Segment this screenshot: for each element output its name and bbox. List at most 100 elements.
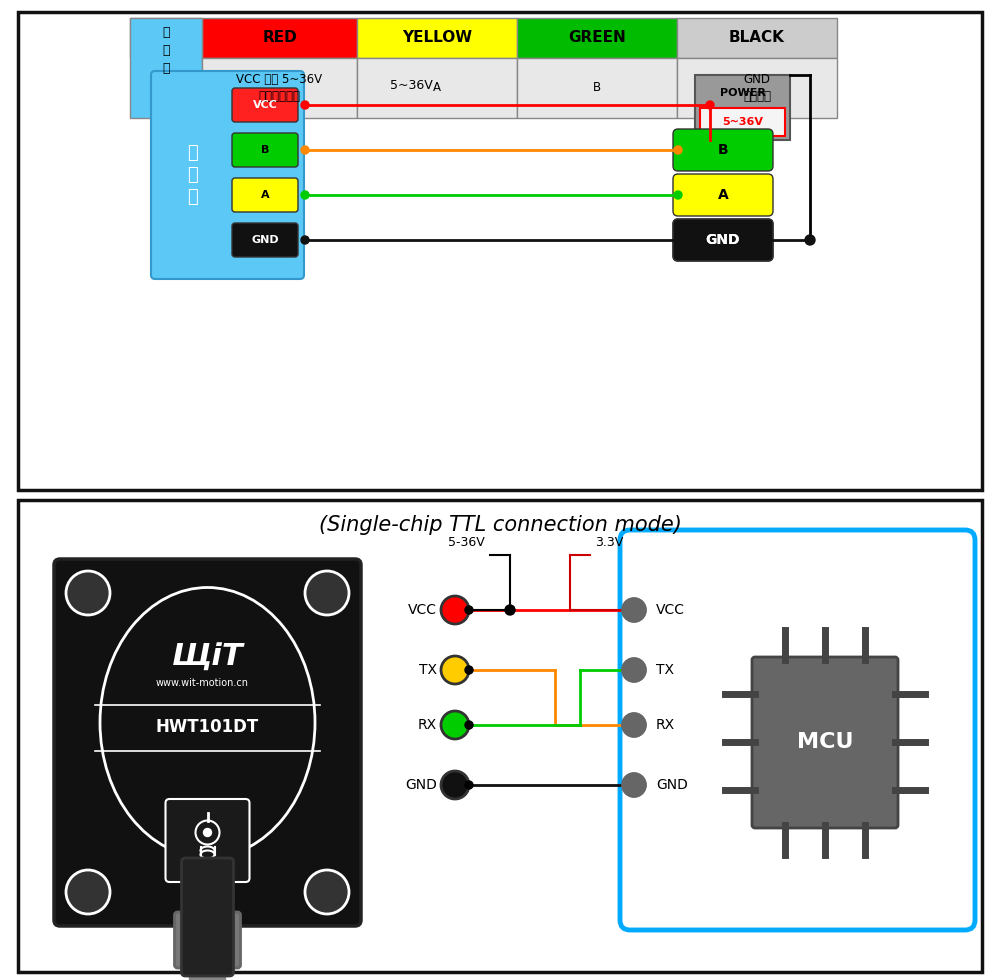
Text: VCC: VCC (408, 603, 437, 617)
Text: GND: GND (405, 778, 437, 792)
Text: MCU: MCU (797, 732, 853, 753)
Circle shape (465, 721, 473, 729)
Circle shape (305, 870, 349, 914)
FancyBboxPatch shape (673, 219, 773, 261)
FancyBboxPatch shape (620, 530, 975, 930)
Text: GND
电源负极: GND 电源负极 (743, 73, 771, 103)
Circle shape (66, 870, 110, 914)
Text: 5~36V: 5~36V (390, 79, 433, 92)
Text: 功: 功 (162, 44, 170, 58)
FancyBboxPatch shape (202, 58, 357, 118)
Circle shape (622, 773, 646, 797)
Circle shape (674, 191, 682, 199)
Circle shape (505, 605, 515, 615)
FancyBboxPatch shape (232, 133, 298, 167)
Text: www.wit-motion.cn: www.wit-motion.cn (156, 677, 249, 688)
Text: VCC: VCC (656, 603, 685, 617)
FancyBboxPatch shape (166, 799, 250, 882)
FancyBboxPatch shape (673, 129, 773, 171)
Text: A: A (261, 190, 269, 200)
Text: 倾
角
仪: 倾 角 仪 (188, 144, 198, 206)
FancyBboxPatch shape (700, 108, 785, 136)
Text: 能: 能 (162, 63, 170, 75)
Text: TX: TX (656, 663, 674, 677)
Text: GND: GND (706, 233, 740, 247)
Circle shape (441, 711, 469, 739)
FancyBboxPatch shape (357, 58, 517, 118)
Text: B: B (718, 143, 728, 157)
Text: A: A (433, 81, 441, 94)
Text: 5-36V: 5-36V (448, 536, 485, 550)
Circle shape (441, 771, 469, 799)
Text: VCC: VCC (253, 100, 277, 110)
Text: GND: GND (706, 233, 740, 247)
Text: BLACK: BLACK (729, 30, 785, 45)
Text: 3.3V: 3.3V (595, 536, 623, 550)
FancyBboxPatch shape (190, 959, 202, 980)
Ellipse shape (200, 851, 214, 858)
Ellipse shape (200, 847, 214, 855)
FancyBboxPatch shape (130, 18, 202, 118)
Circle shape (622, 713, 646, 737)
Text: 色: 色 (162, 26, 170, 39)
Text: TX: TX (419, 663, 437, 677)
Circle shape (196, 820, 220, 845)
FancyBboxPatch shape (517, 58, 677, 118)
Text: B: B (593, 81, 601, 94)
Circle shape (301, 191, 309, 199)
FancyBboxPatch shape (752, 657, 898, 828)
FancyBboxPatch shape (130, 18, 202, 58)
FancyBboxPatch shape (673, 174, 773, 216)
FancyBboxPatch shape (677, 58, 837, 118)
Text: ЩіТ: ЩіТ (172, 643, 243, 672)
Circle shape (622, 713, 646, 737)
FancyBboxPatch shape (357, 18, 517, 58)
FancyBboxPatch shape (54, 559, 361, 926)
Text: RX: RX (656, 718, 675, 732)
FancyBboxPatch shape (202, 18, 357, 58)
Circle shape (441, 596, 469, 624)
Circle shape (441, 656, 469, 684)
Circle shape (465, 781, 473, 789)
Text: GND: GND (656, 778, 688, 792)
Circle shape (622, 773, 646, 797)
Circle shape (66, 571, 110, 615)
Text: VCC 电压 5~36V
供电电源正极: VCC 电压 5~36V 供电电源正极 (236, 73, 323, 103)
FancyBboxPatch shape (18, 12, 982, 490)
FancyBboxPatch shape (202, 959, 214, 980)
Circle shape (622, 658, 646, 682)
Circle shape (465, 606, 473, 614)
FancyBboxPatch shape (673, 219, 773, 261)
Circle shape (465, 666, 473, 674)
FancyBboxPatch shape (232, 223, 298, 257)
Circle shape (674, 146, 682, 154)
FancyBboxPatch shape (182, 858, 234, 976)
Text: RED: RED (262, 30, 297, 45)
Text: (Single-chip TTL connection mode): (Single-chip TTL connection mode) (319, 515, 681, 535)
Text: YELLOW: YELLOW (402, 30, 472, 45)
Text: A: A (718, 188, 728, 202)
Circle shape (204, 828, 212, 837)
FancyBboxPatch shape (151, 71, 304, 279)
Circle shape (805, 235, 815, 245)
Text: GND: GND (251, 235, 279, 245)
FancyBboxPatch shape (214, 959, 226, 980)
Circle shape (301, 236, 309, 244)
Circle shape (622, 598, 646, 622)
Ellipse shape (100, 587, 315, 858)
FancyBboxPatch shape (232, 88, 298, 122)
Circle shape (305, 571, 349, 615)
Text: B: B (261, 145, 269, 155)
Circle shape (622, 658, 646, 682)
Text: RX: RX (418, 718, 437, 732)
Circle shape (301, 101, 309, 109)
Text: GREEN: GREEN (568, 30, 626, 45)
Circle shape (622, 598, 646, 622)
FancyBboxPatch shape (677, 18, 837, 58)
Circle shape (301, 146, 309, 154)
Text: 5~36V: 5~36V (722, 117, 763, 127)
FancyBboxPatch shape (18, 500, 982, 972)
FancyBboxPatch shape (232, 178, 298, 212)
FancyBboxPatch shape (517, 18, 677, 58)
Text: HWT101DT: HWT101DT (156, 718, 259, 737)
